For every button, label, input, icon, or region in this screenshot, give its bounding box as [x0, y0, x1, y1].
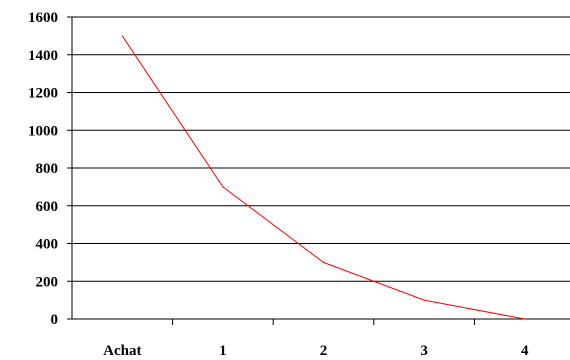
y-tick-label: 1000 — [28, 123, 58, 139]
y-tick-label: 800 — [36, 161, 59, 177]
data-point — [121, 35, 123, 37]
y-axis-tick-labels: 0 200 400 600 800 1000 1200 1400 1600 — [28, 10, 58, 328]
y-tick-label: 1200 — [28, 86, 58, 102]
y-tick-label: 1600 — [28, 10, 58, 26]
y-tick-label: 200 — [36, 274, 59, 290]
x-axis-tick-labels: Achat 1 2 3 4 — [103, 343, 529, 359]
series-layer — [121, 35, 526, 320]
data-point — [524, 318, 526, 320]
data-point — [423, 299, 425, 301]
y-tick-label: 1400 — [28, 48, 58, 64]
series-line — [121, 35, 525, 320]
x-tick-label: Achat — [103, 343, 141, 359]
data-point — [322, 261, 325, 263]
y-tick-label: 600 — [36, 199, 59, 215]
x-tick-label: 4 — [521, 343, 529, 359]
data-point — [222, 186, 224, 188]
axes — [67, 16, 570, 325]
x-tick-label: 3 — [420, 343, 428, 359]
x-tick-label: 2 — [320, 343, 328, 359]
y-tick-label: 0 — [51, 312, 59, 328]
y-tick-label: 400 — [36, 237, 59, 253]
x-tick-label: 1 — [219, 343, 227, 359]
gridlines — [72, 16, 570, 282]
